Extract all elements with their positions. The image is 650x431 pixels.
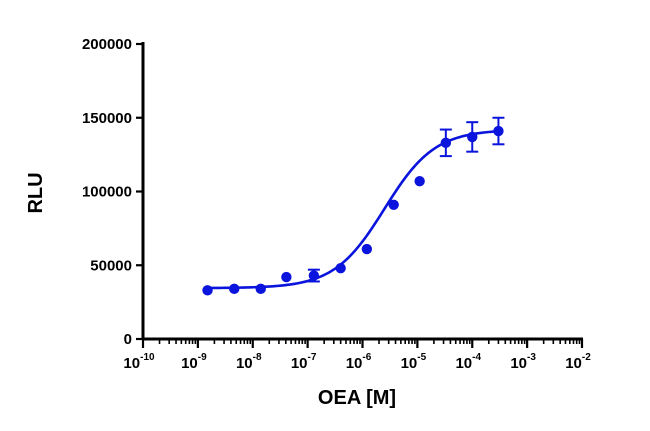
y-tick-label: 200000 <box>82 36 132 53</box>
data-point <box>281 271 292 283</box>
x-tick-label: 10-4 <box>455 352 481 372</box>
y-axis-title: RLU <box>25 172 47 213</box>
x-tick-label: 10-7 <box>291 352 317 372</box>
x-tick-label: 10-2 <box>565 352 591 372</box>
data-point <box>467 131 478 143</box>
x-tick-label: 10-9 <box>181 352 207 372</box>
data-point <box>255 283 266 295</box>
x-axis: 10-10 10-9 10-8 10-7 10-6 10-5 10-4 10-3 10-2 <box>123 337 591 372</box>
y-tick-label: 0 <box>124 331 132 348</box>
x-axis-title: OEA [M] <box>318 387 396 409</box>
data-point <box>388 199 399 210</box>
data-point <box>335 263 346 274</box>
data-point <box>361 243 373 255</box>
data-point <box>202 285 213 296</box>
x-tick-label: 10-6 <box>346 352 372 372</box>
x-tick-label: 10-5 <box>401 352 427 372</box>
x-tick-label: 10-10 <box>123 352 155 372</box>
data-point <box>440 137 452 149</box>
x-tick-label: 10-8 <box>236 352 262 372</box>
y-tick-label: 50000 <box>90 257 132 274</box>
x-tick-label: 10-3 <box>510 352 536 372</box>
series <box>202 116 505 296</box>
data-point <box>229 283 240 295</box>
data-point <box>414 175 425 187</box>
data-point <box>493 125 504 137</box>
y-tick-label: 150000 <box>82 110 132 127</box>
y-tick-label: 100000 <box>82 184 132 201</box>
fit-curve <box>207 129 499 290</box>
data-point <box>308 270 320 281</box>
y-axis: 0 50000 100000 150000 200000 <box>82 36 145 348</box>
